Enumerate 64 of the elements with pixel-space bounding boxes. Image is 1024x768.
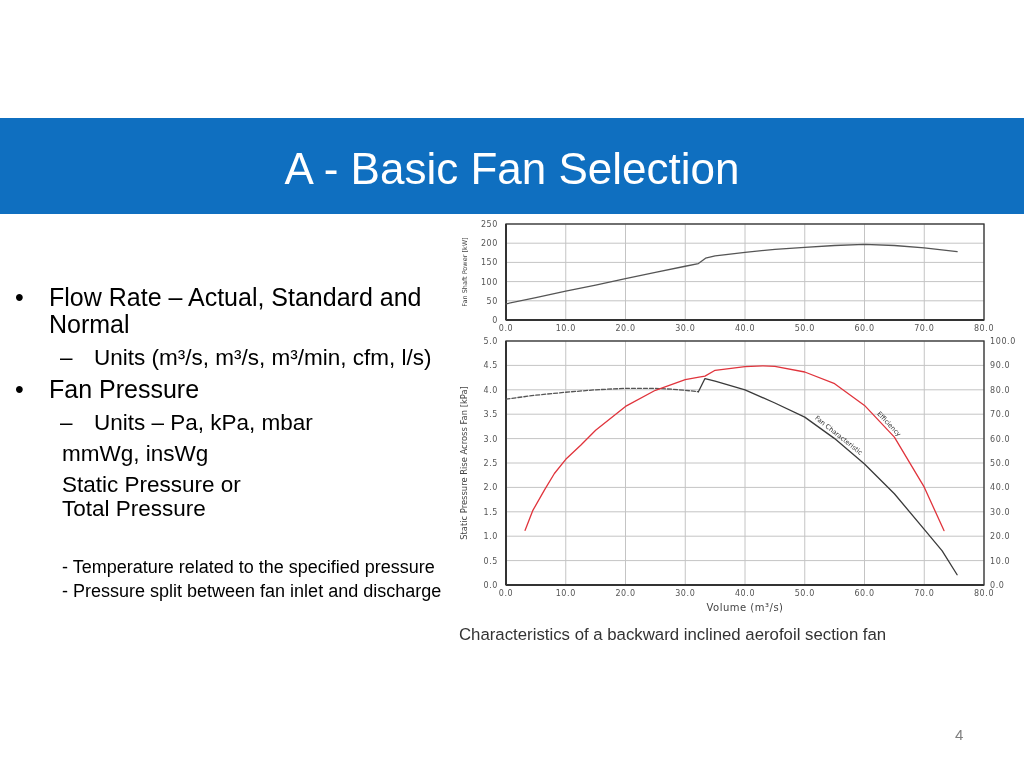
y-tick-label: 200: [480, 239, 498, 249]
y-tick-label: 1.0: [483, 532, 498, 542]
y2-tick-label: 0.0: [990, 581, 1005, 590]
x-tick-label: 10.0: [555, 589, 576, 598]
y-tick-label: 50: [486, 296, 498, 306]
y-tick-label: 250: [480, 220, 498, 229]
x-tick-label: 40.0: [734, 589, 756, 598]
y-tick-label: 0: [492, 316, 498, 325]
x-tick-label: 40.0: [734, 324, 756, 333]
x-tick-label: 70.0: [914, 589, 935, 598]
x-axis-title: Volume (m³/s): [706, 602, 784, 613]
y2-tick-label: 50.0: [990, 459, 1011, 468]
x-tick-label: 50.0: [794, 589, 815, 598]
y-tick-label: 4.5: [483, 361, 498, 371]
line-series: [697, 377, 958, 576]
x-tick-label: 20.0: [615, 324, 636, 333]
y-tick-label: 0.5: [483, 556, 498, 566]
y-tick-label: 100: [480, 277, 498, 287]
text: A - Basic Fan Selection: [284, 144, 740, 193]
y2-tick-label: 20.0: [990, 532, 1011, 542]
x-tick-label: 60.0: [854, 324, 875, 333]
y-tick-label: 0.0: [483, 581, 498, 590]
y2-tick-label: 30.0: [990, 507, 1011, 517]
line-series: [524, 365, 945, 532]
y-tick-label: 3.0: [483, 434, 498, 444]
y-tick-label: 2.0: [483, 483, 498, 493]
text: - Temperature related to the specified pressure: [62, 557, 435, 577]
y-tick-label: 1.5: [483, 507, 498, 517]
y2-tick-label: 70.0: [990, 410, 1011, 420]
x-tick-label: 80.0: [973, 324, 995, 333]
text: • Flow Rate – Actual, Standard and Normal: [15, 283, 422, 338]
y-tick-label: 150: [480, 258, 498, 268]
y-tick-label: 5.0: [483, 337, 498, 346]
text: – Units (m³/s, m³/s, m³/min, cfm, l/s): [60, 345, 432, 370]
text: Total Pressure: [62, 496, 206, 521]
text: Static Pressure or: [62, 472, 242, 497]
line-series: [505, 243, 958, 305]
text: – Units – Pa, kPa, mbar: [60, 410, 314, 435]
y-tick-label: 2.5: [483, 459, 498, 468]
text: mmWg, insWg: [62, 441, 209, 466]
y2-tick-label: 100.0: [990, 337, 1016, 346]
x-tick-label: 10.0: [555, 324, 576, 333]
x-tick-label: 0.0: [498, 324, 514, 333]
y2-tick-label: 60.0: [990, 434, 1011, 444]
y-tick-label: 4.0: [483, 385, 498, 395]
text: • Fan Pressure: [15, 375, 200, 403]
y-axis-title: Static Pressure Rise Across Fan [kPa]: [459, 386, 469, 540]
y2-tick-label: 10.0: [990, 556, 1011, 566]
text: Characteristics of a backward inclined aerofoil section fan: [459, 625, 887, 644]
x-tick-label: 80.0: [973, 589, 995, 598]
x-tick-label: 0.0: [498, 589, 514, 598]
y-tick-label: 3.5: [483, 410, 498, 420]
x-tick-label: 70.0: [914, 324, 935, 333]
text: 4: [955, 726, 964, 743]
x-tick-label: 50.0: [794, 324, 815, 333]
x-tick-label: 30.0: [675, 324, 696, 333]
y2-tick-label: 90.0: [990, 361, 1011, 371]
x-tick-label: 30.0: [675, 589, 696, 598]
y2-tick-label: 40.0: [990, 483, 1011, 493]
x-tick-label: 20.0: [615, 589, 636, 598]
x-tick-label: 60.0: [854, 589, 875, 598]
y2-tick-label: 80.0: [990, 385, 1011, 395]
text: - Pressure split between fan inlet and discharge: [62, 581, 442, 601]
line-series: [505, 387, 700, 400]
